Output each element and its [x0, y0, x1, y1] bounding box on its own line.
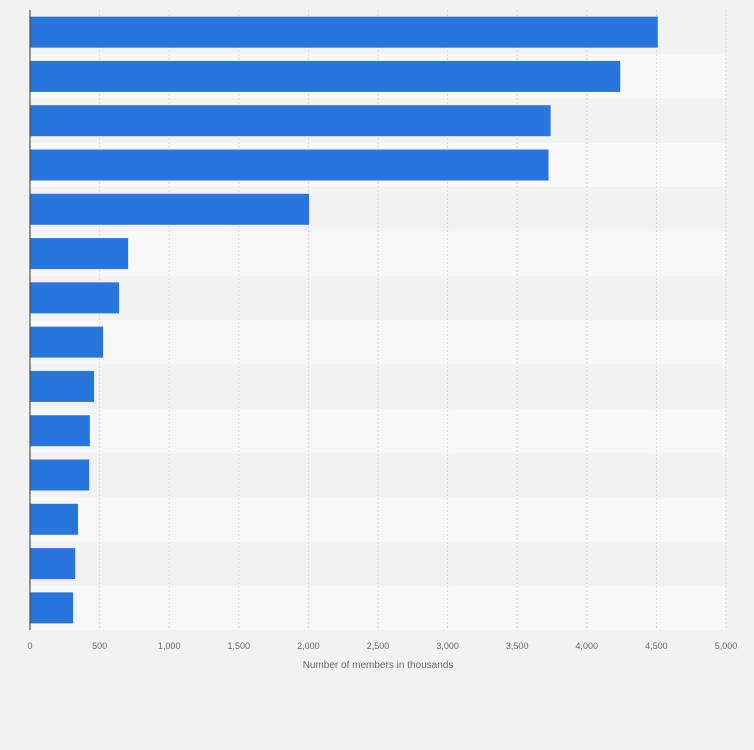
bar[interactable] [30, 238, 129, 270]
x-tick-label: 3,500 [506, 641, 529, 651]
x-tick-label: 4,500 [645, 641, 668, 651]
x-tick-label: 4,000 [576, 641, 599, 651]
bar[interactable] [30, 149, 549, 181]
x-tick-label: 1,500 [228, 641, 251, 651]
x-tick-label: 3,000 [436, 641, 459, 651]
x-tick-label: 2,000 [297, 641, 320, 651]
bar[interactable] [30, 60, 621, 92]
bar[interactable] [30, 326, 104, 358]
bar[interactable] [30, 415, 90, 447]
x-tick-label: 1,000 [158, 641, 181, 651]
x-axis-title: Number of members in thousands [303, 660, 454, 671]
bars [30, 16, 658, 624]
bar[interactable] [30, 503, 79, 535]
bar[interactable] [30, 370, 95, 402]
x-tick-label: 2,500 [367, 641, 390, 651]
x-tick-label: 5,000 [715, 641, 738, 651]
bar[interactable] [30, 16, 658, 48]
bar[interactable] [30, 548, 76, 580]
bar[interactable] [30, 282, 120, 314]
bar[interactable] [30, 193, 310, 225]
bar[interactable] [30, 105, 551, 137]
gridlines [99, 10, 727, 630]
bar[interactable] [30, 459, 90, 491]
bar[interactable] [30, 592, 74, 624]
x-tick-label: 500 [92, 641, 107, 651]
x-tick-labels: 0 500 1,000 1,500 2,000 2,500 3,000 3,500 4,000 4… [27, 641, 737, 651]
x-tick-label: 0 [27, 641, 32, 651]
